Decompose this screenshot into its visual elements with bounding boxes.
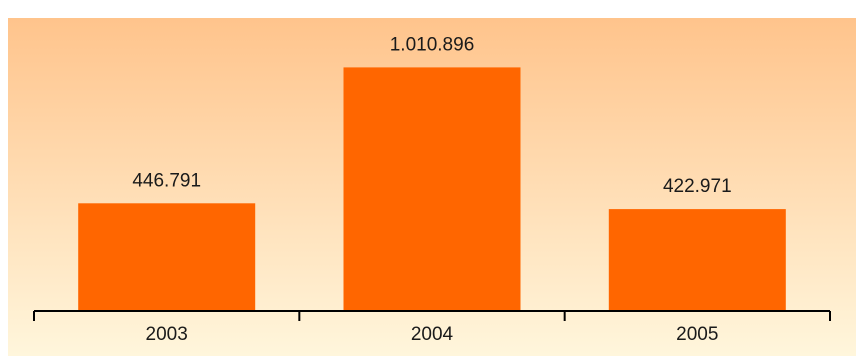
tick-label-2004: 2004 — [411, 324, 454, 345]
bar-2005 — [608, 209, 786, 311]
data-label-2005: 422.971 — [663, 176, 732, 197]
x-axis — [33, 310, 831, 321]
labels-layer: 446.791 2003 1.010.896 2004 422.971 2005 — [132, 34, 731, 345]
tick-label-2003: 2003 — [146, 324, 188, 345]
bar-2003 — [78, 203, 256, 311]
data-label-2004: 1.010.896 — [390, 34, 475, 55]
bar-2004 — [343, 67, 521, 312]
tick-label-2005: 2005 — [676, 324, 718, 345]
bars-layer — [78, 67, 786, 312]
data-label-2003: 446.791 — [132, 170, 201, 191]
